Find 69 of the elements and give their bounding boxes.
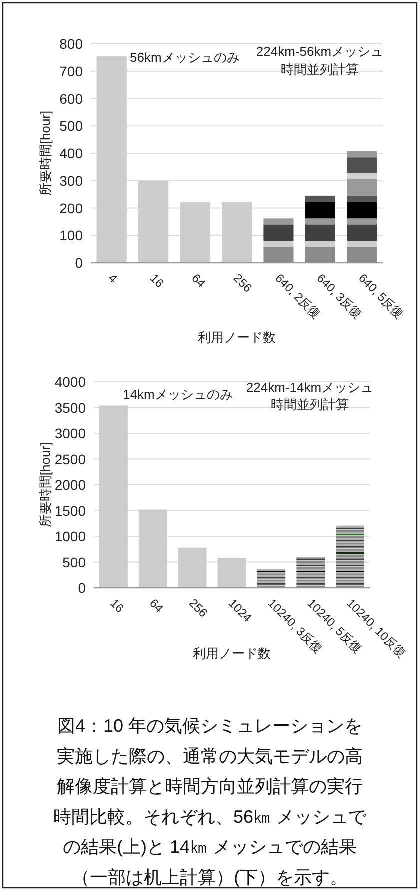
bar — [305, 196, 336, 202]
bar — [347, 196, 378, 202]
bar — [100, 406, 128, 588]
bar — [180, 202, 210, 263]
x-tick-label: 64 — [189, 271, 209, 291]
x-axis-title: 利用ノード数 — [193, 646, 271, 661]
bar — [264, 241, 294, 248]
caption: 図4：10 年の気候シミュレーションを — [57, 716, 363, 736]
y-tick-label: 500 — [62, 554, 86, 570]
bar — [96, 56, 127, 263]
text: （一部は机上計算）(下）を示す。 — [72, 868, 348, 888]
x-tick-label: 16 — [147, 271, 168, 291]
bar — [222, 202, 252, 263]
bar — [305, 241, 336, 248]
bar — [218, 558, 246, 588]
y-tick-label: 2000 — [54, 477, 86, 493]
bar — [347, 218, 378, 225]
annotation: 224km-14kmメッシュ — [246, 380, 374, 395]
y-tick-label: 400 — [60, 146, 84, 162]
text: 時間比較。それぞれ、56㎞ メッシュで — [53, 806, 368, 827]
y-tick-label: 4000 — [54, 374, 86, 390]
y-tick-label: 300 — [60, 172, 84, 189]
bar — [264, 247, 294, 263]
x-axis-title: 利用ノード数 — [198, 330, 276, 345]
y-tick-label: 800 — [60, 36, 84, 52]
annotation: 56kmメッシュのみ — [130, 50, 240, 65]
bar — [264, 218, 294, 225]
x-tick-label: 64 — [147, 596, 167, 616]
bar — [347, 173, 378, 180]
bar — [347, 202, 378, 219]
y-tick-label: 3000 — [54, 426, 86, 442]
y-tick-label: 200 — [60, 200, 84, 216]
bar — [347, 158, 378, 174]
y-tick-label: 0 — [75, 255, 84, 271]
text: 実施した際の、通常の大気モデルの高 — [57, 746, 363, 766]
bar — [305, 224, 336, 242]
annotation: 14kmメッシュのみ — [123, 387, 233, 402]
bar — [264, 224, 294, 242]
bar — [138, 180, 169, 263]
y-axis-title: 所要時間[hour] — [38, 110, 53, 196]
y-axis-title: 所要時間[hour] — [38, 442, 53, 528]
x-tick-label: 256 — [186, 596, 211, 621]
y-tick-label: 2500 — [54, 451, 86, 468]
bar — [347, 224, 378, 242]
bar — [347, 151, 378, 158]
y-tick-label: 700 — [60, 63, 84, 80]
x-tick-label: 4 — [106, 271, 121, 286]
y-tick-label: 0 — [78, 580, 86, 596]
text: 解像度計算と時間方向並列計算の実行 — [57, 776, 363, 797]
annotation: 時間並列計算 — [281, 62, 359, 77]
y-tick-label: 1000 — [54, 528, 86, 544]
bar — [347, 247, 378, 263]
bar — [347, 180, 378, 196]
bar — [305, 202, 336, 219]
y-tick-label: 1500 — [54, 502, 86, 519]
bar — [305, 247, 336, 263]
bar — [347, 241, 378, 248]
y-tick-label: 500 — [60, 118, 84, 134]
bar — [178, 548, 207, 588]
x-tick-label: 16 — [108, 596, 128, 616]
annotation: 224km-56kmメッシュ — [256, 44, 384, 59]
y-tick-label: 3500 — [54, 400, 86, 416]
x-tick-label: 256 — [230, 271, 256, 296]
y-tick-label: 600 — [60, 90, 84, 107]
annotation: 時間並列計算 — [271, 397, 349, 412]
bar — [305, 218, 336, 225]
text: の結果(上)と 14㎞ メッシュでの結果 — [62, 837, 358, 858]
y-tick-label: 100 — [60, 228, 84, 244]
bar — [138, 510, 168, 588]
